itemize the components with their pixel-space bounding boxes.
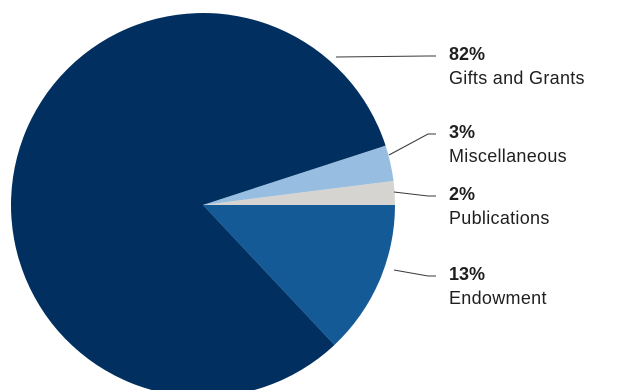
slice-percent-label: 82% — [449, 44, 485, 64]
slice-percent-label: 2% — [449, 184, 475, 204]
leader-line-endowment — [393, 269, 436, 277]
leader-line-gifts-and-grants — [335, 55, 436, 58]
leader-lines — [335, 55, 436, 277]
slice-category-label: Endowment — [449, 288, 547, 308]
pie-slice-publications — [203, 180, 395, 205]
slice-category-label: Publications — [449, 208, 550, 228]
leader-line-miscellaneous — [388, 133, 436, 156]
pie-slices — [11, 12, 395, 390]
slice-percent-label: 13% — [449, 264, 485, 284]
pie-slice-gifts-and-grants — [11, 12, 386, 390]
slice-category-label: Gifts and Grants — [449, 68, 585, 88]
pie-slice-miscellaneous — [203, 145, 394, 205]
slice-labels: 82% Gifts and Grants 3% Miscellaneous 2% Publ… — [449, 44, 585, 308]
pie-slice-endowment — [203, 205, 395, 345]
slice-category-label: Miscellaneous — [449, 146, 567, 166]
slice-percent-label: 3% — [449, 122, 475, 142]
leader-line-publications — [393, 191, 436, 197]
